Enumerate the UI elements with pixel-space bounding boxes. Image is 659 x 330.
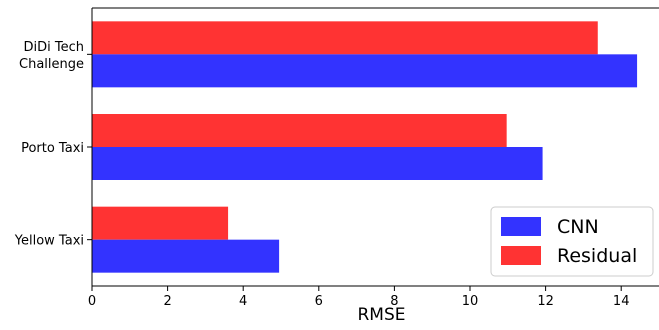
y-tick-label-porto-taxi: Porto Taxi bbox=[21, 141, 84, 156]
bar-cnn-didi-tech-challenge bbox=[92, 54, 638, 88]
x-tick-label-14: 14 bbox=[613, 294, 630, 309]
y-tick-label-line: Challenge bbox=[19, 57, 84, 72]
y-tick-label-line: Porto Taxi bbox=[21, 141, 84, 156]
legend-label-residual: Residual bbox=[557, 245, 637, 267]
x-tick-label-12: 12 bbox=[537, 294, 554, 309]
legend-label-cnn: CNN bbox=[557, 216, 599, 238]
bar-residual-yellow-taxi bbox=[92, 206, 229, 240]
x-tick-label-4: 4 bbox=[239, 294, 247, 309]
x-tick-label-0: 0 bbox=[88, 294, 96, 309]
y-tick-label-didi-tech-challenge: DiDi Tech Challenge bbox=[19, 40, 84, 72]
x-tick-label-10: 10 bbox=[462, 294, 479, 309]
legend-swatch-residual bbox=[501, 246, 541, 265]
bars-layer bbox=[92, 21, 638, 273]
x-axis-title: RMSE bbox=[357, 305, 405, 325]
y-tick-label-line: Yellow Taxi bbox=[14, 234, 84, 249]
y-tick-label-yellow-taxi: Yellow Taxi bbox=[14, 234, 84, 249]
bar-cnn-porto-taxi bbox=[92, 147, 543, 180]
x-tick-label-8: 8 bbox=[390, 294, 398, 309]
y-tick-label-line: DiDi Tech bbox=[24, 40, 85, 55]
x-tick-label-6: 6 bbox=[315, 294, 323, 309]
bar-cnn-yellow-taxi bbox=[92, 239, 280, 273]
ticks-layer: 0 2 4 6 8 10 12 14 DiDi Tech Challenge Porto Taxi Y… bbox=[14, 40, 630, 309]
legend: CNN Residual bbox=[490, 206, 654, 277]
bar-residual-didi-tech-challenge bbox=[92, 21, 598, 55]
bar-residual-porto-taxi bbox=[92, 114, 507, 147]
legend-swatch-cnn bbox=[501, 217, 541, 236]
x-tick-label-2: 2 bbox=[163, 294, 171, 309]
